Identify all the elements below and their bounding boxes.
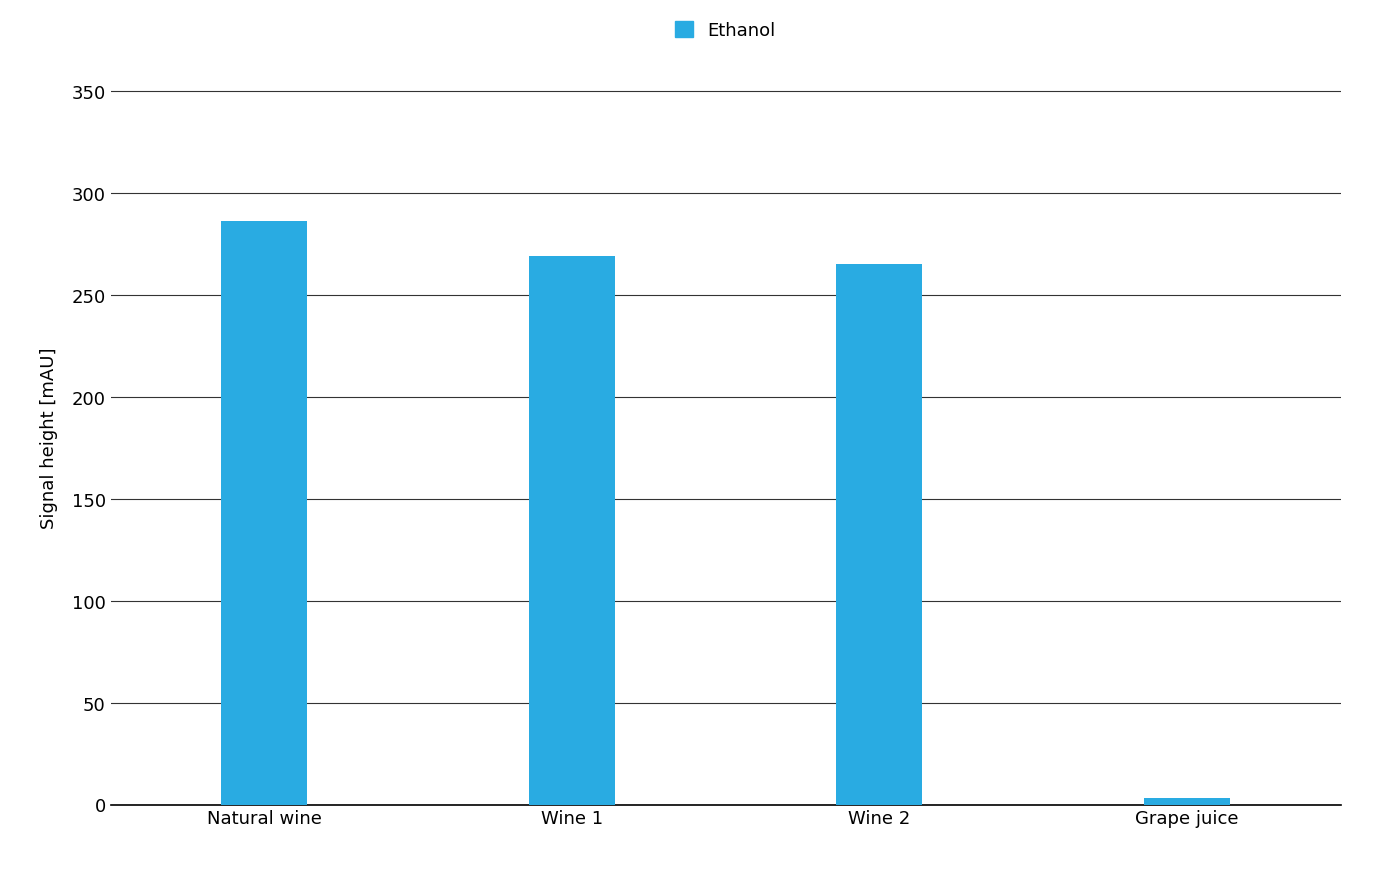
Bar [529,257,615,805]
Bar [836,265,922,805]
Legend: Ethanol: Ethanol [676,21,775,40]
Bar [221,223,307,805]
Bar [1144,798,1230,805]
Y-axis label: Signal height [mAU]: Signal height [mAU] [40,348,58,528]
